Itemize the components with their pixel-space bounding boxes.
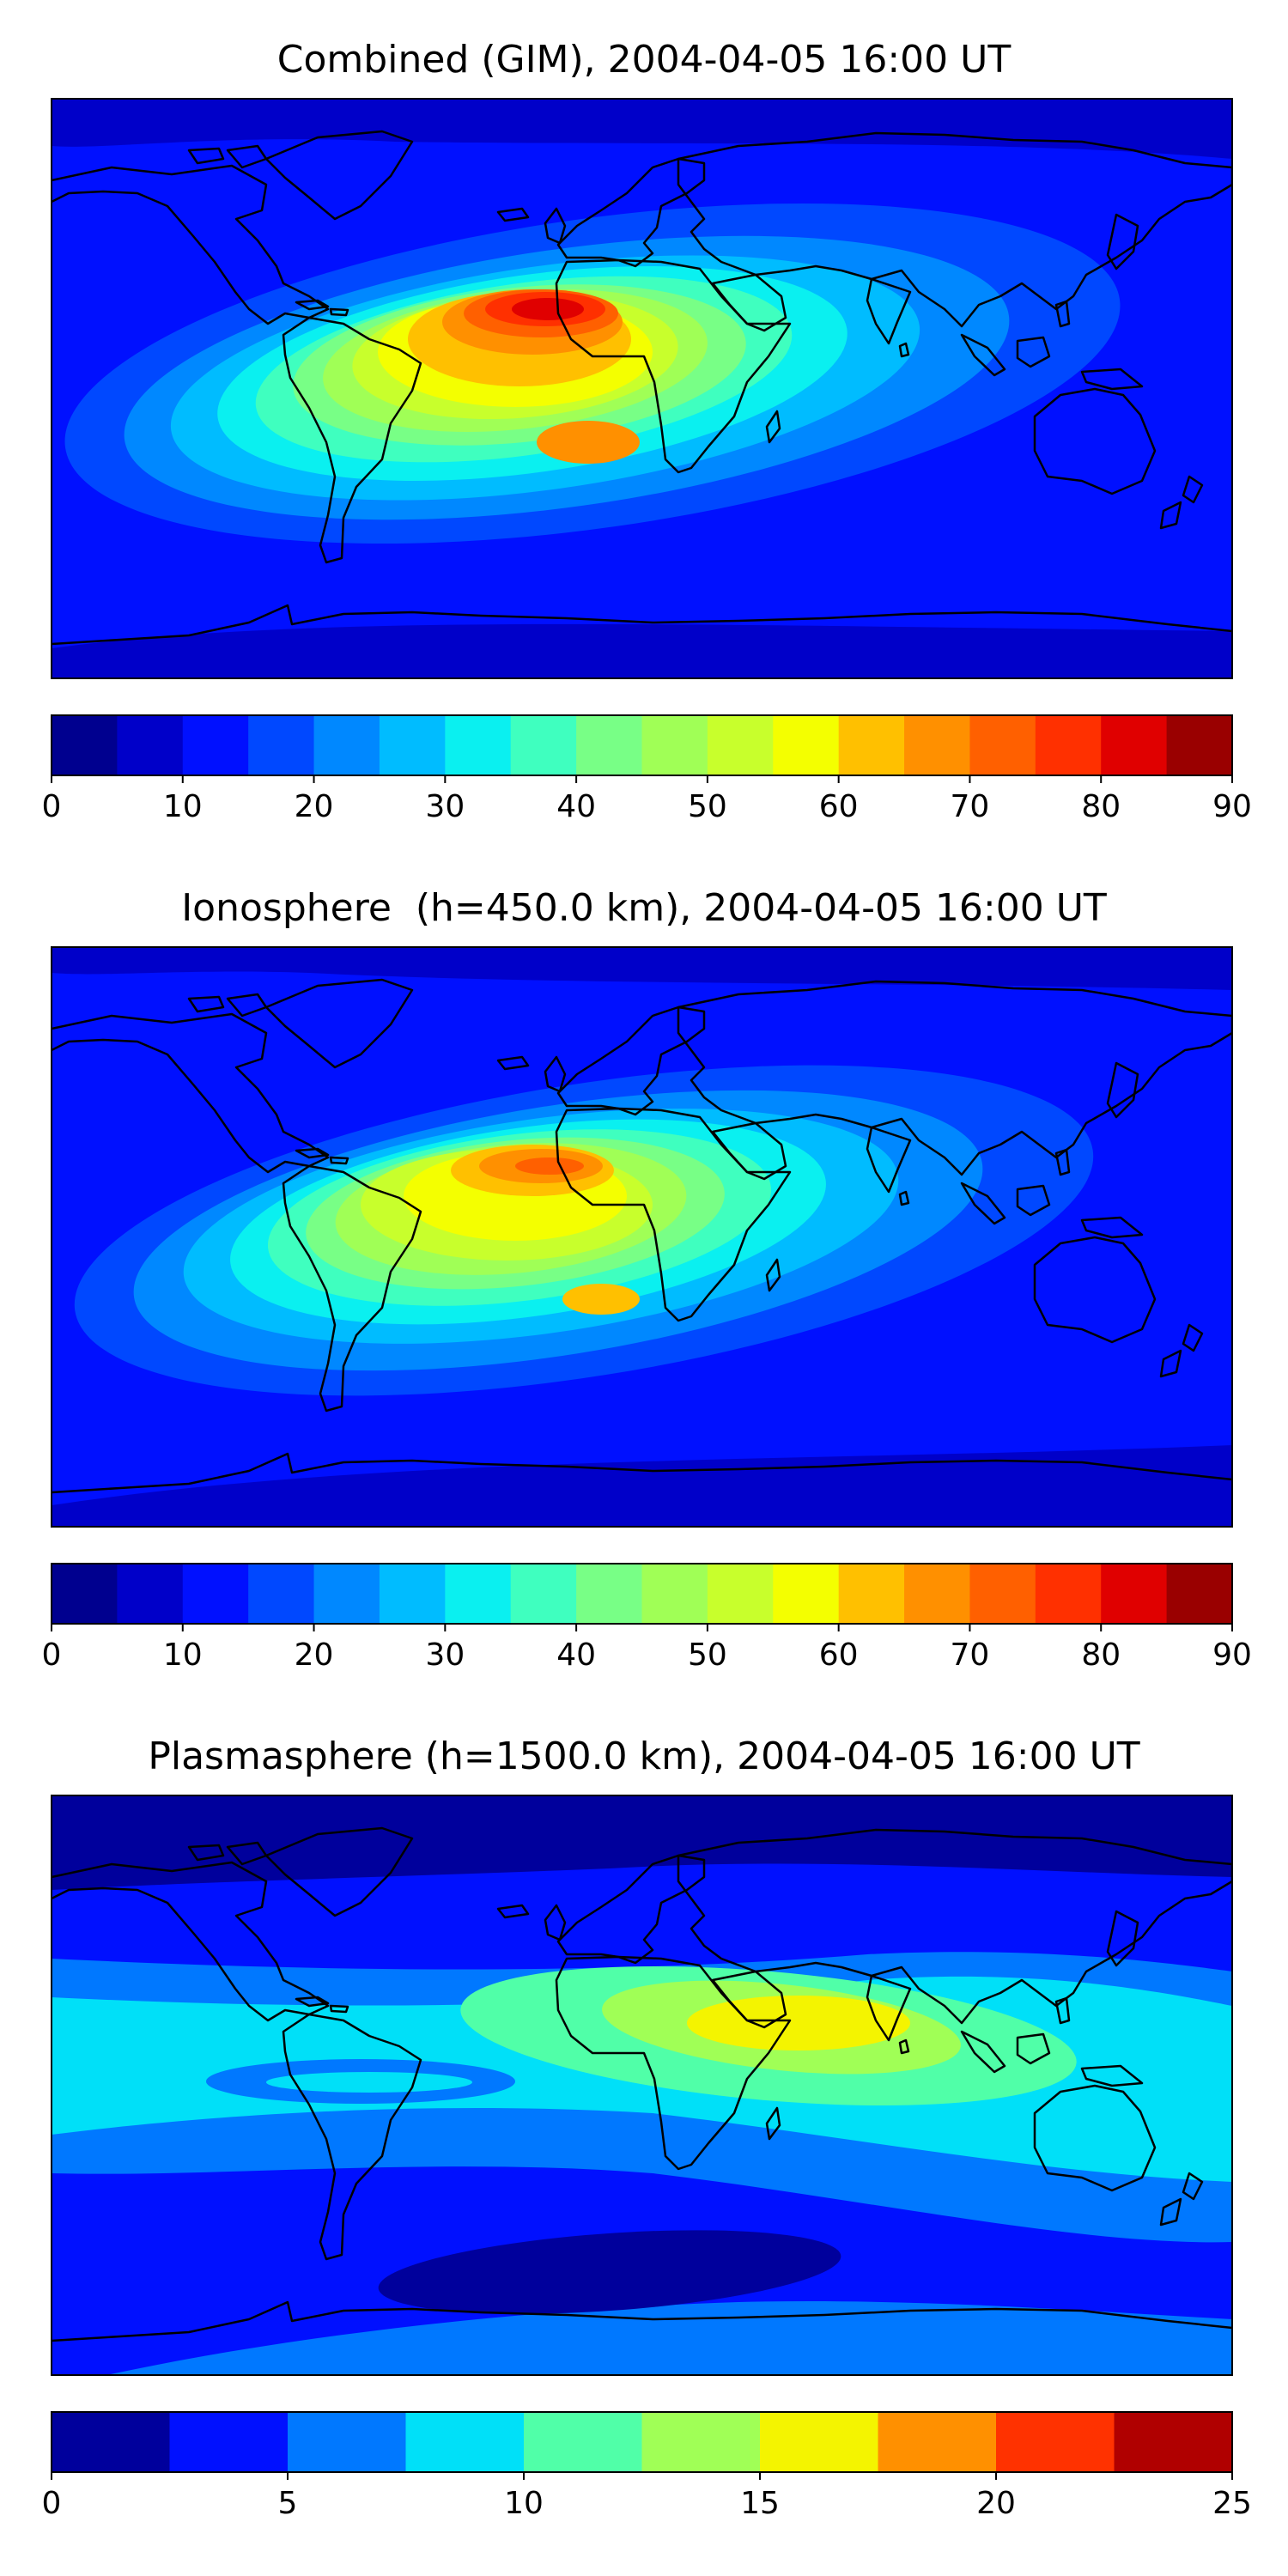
colorbar-1-segment [773, 715, 840, 775]
colorbar-1-segment [576, 715, 642, 775]
colorbar-1-segment [248, 715, 315, 775]
colorbar-3-segment [524, 2412, 642, 2472]
colorbar-3-segment [996, 2412, 1115, 2472]
colorbar-2-segment [52, 1564, 118, 1624]
colorbar-2-tick-label: 50 [688, 1637, 727, 1673]
panel-1-field-bands [52, 99, 1232, 678]
colorbar-3-segment [641, 2412, 761, 2472]
colorbar-2-segment [969, 1564, 1036, 1624]
colorbar-2-segment [641, 1564, 708, 1624]
colorbar-1-segment [445, 715, 512, 775]
colorbar-2-tick-label: 70 [951, 1637, 990, 1673]
colorbar-1-tick-label: 70 [951, 789, 990, 824]
colorbar-2-segment [1101, 1564, 1168, 1624]
panel-2-field-bands [52, 947, 1232, 1527]
colorbar-2-tick-label: 80 [1081, 1637, 1121, 1673]
colorbar-1-segment [313, 715, 380, 775]
colorbar-2-segment [904, 1564, 970, 1624]
colorbar-2-segment [1035, 1564, 1102, 1624]
colorbar-1-segment [707, 715, 774, 775]
colorbar-3-tick-label: 25 [1212, 2486, 1252, 2521]
colorbar-2-segment [182, 1564, 249, 1624]
colorbar-2-tick-label: 30 [425, 1637, 465, 1673]
colorbar-1-tick-label: 40 [556, 789, 596, 824]
colorbar-3-tick-label: 15 [740, 2486, 780, 2521]
colorbar-1-segment [379, 715, 446, 775]
colorbar-2-segment [379, 1564, 446, 1624]
colorbar-1-segment [1035, 715, 1102, 775]
colorbar-2-segment [313, 1564, 380, 1624]
colorbar-2-segment [248, 1564, 315, 1624]
colorbar-1-segment [117, 715, 184, 775]
colorbar-3-segment [52, 2412, 170, 2472]
colorbar-1-segment [182, 715, 249, 775]
colorbar-2-tick-label: 60 [819, 1637, 859, 1673]
colorbar-1-segment [969, 715, 1036, 775]
panel-2-title: Ionosphere (h=450.0 km), 2004-04-05 16:0… [181, 886, 1107, 930]
colorbar-1-tick-label: 10 [163, 789, 203, 824]
panel-3-title: Plasmasphere (h=1500.0 km), 2004-04-05 1… [148, 1735, 1140, 1778]
colorbar-1-tick-label: 90 [1212, 789, 1252, 824]
panel-1-frame [51, 98, 1233, 679]
panel-3-frame [51, 1795, 1233, 2376]
panel-2-frame [51, 946, 1233, 1528]
colorbar-2-segment [117, 1564, 184, 1624]
colorbar-3-segment [760, 2412, 878, 2472]
colorbar-2-tick-label: 90 [1212, 1637, 1252, 1673]
panel-3-colorbar: 0 5 10 15 20 25 [42, 2411, 1252, 2521]
panel-1-title: Combined (GIM), 2004-04-05 16:00 UT [276, 38, 1012, 82]
colorbar-2-frame [51, 1563, 1233, 1625]
panel-3-map [52, 1795, 1232, 2375]
colorbar-2-segment [838, 1564, 905, 1624]
panel-1-colorbar: 0 10 20 30 40 50 60 70 80 90 [42, 714, 1252, 824]
colorbar-3-tick-label: 5 [278, 2486, 298, 2521]
colorbar-3-segment [878, 2412, 997, 2472]
colorbar-2-tick-label: 40 [556, 1637, 596, 1673]
colorbar-2-segment [773, 1564, 840, 1624]
colorbar-1-segment [510, 715, 577, 775]
colorbar-1-segment [1166, 715, 1233, 775]
panel-1-map [52, 99, 1232, 678]
colorbar-2-segment [576, 1564, 642, 1624]
colorbar-3-frame [51, 2411, 1233, 2473]
colorbar-1-tick-label: 30 [425, 789, 465, 824]
colorbar-1-segment [641, 715, 708, 775]
colorbar-2-segment [510, 1564, 577, 1624]
colorbar-1-tick-label: 80 [1081, 789, 1121, 824]
colorbar-2-segment [1166, 1564, 1233, 1624]
colorbar-3-tick-label: 0 [42, 2486, 62, 2521]
colorbar-1-tick-label: 60 [819, 789, 859, 824]
colorbar-3-tick-label: 10 [504, 2486, 544, 2521]
colorbar-1-tick-label: 0 [42, 789, 62, 824]
colorbar-2-segment [707, 1564, 774, 1624]
colorbar-3-segment [288, 2412, 406, 2472]
colorbar-1-tick-label: 20 [295, 789, 334, 824]
colorbar-3-segment [169, 2412, 289, 2472]
colorbar-1-segment [838, 715, 905, 775]
colorbar-2-tick-label: 20 [295, 1637, 334, 1673]
colorbar-1-segment [1101, 715, 1168, 775]
panel-3-field-bands [52, 1795, 1232, 2375]
panel-2-map [52, 947, 1232, 1527]
colorbar-1-frame [51, 714, 1233, 776]
colorbar-3-tick-label: 20 [976, 2486, 1016, 2521]
colorbar-2-tick-label: 0 [42, 1637, 62, 1673]
colorbar-3-segment [1114, 2412, 1233, 2472]
colorbar-2-tick-label: 10 [163, 1637, 203, 1673]
colorbar-2-segment [445, 1564, 512, 1624]
panel-2-colorbar: 0 10 20 30 40 50 60 70 80 90 [42, 1563, 1252, 1673]
colorbar-1-segment [52, 715, 118, 775]
colorbar-1-tick-label: 50 [688, 789, 727, 824]
colorbar-3-segment [405, 2412, 525, 2472]
colorbar-1-segment [904, 715, 970, 775]
